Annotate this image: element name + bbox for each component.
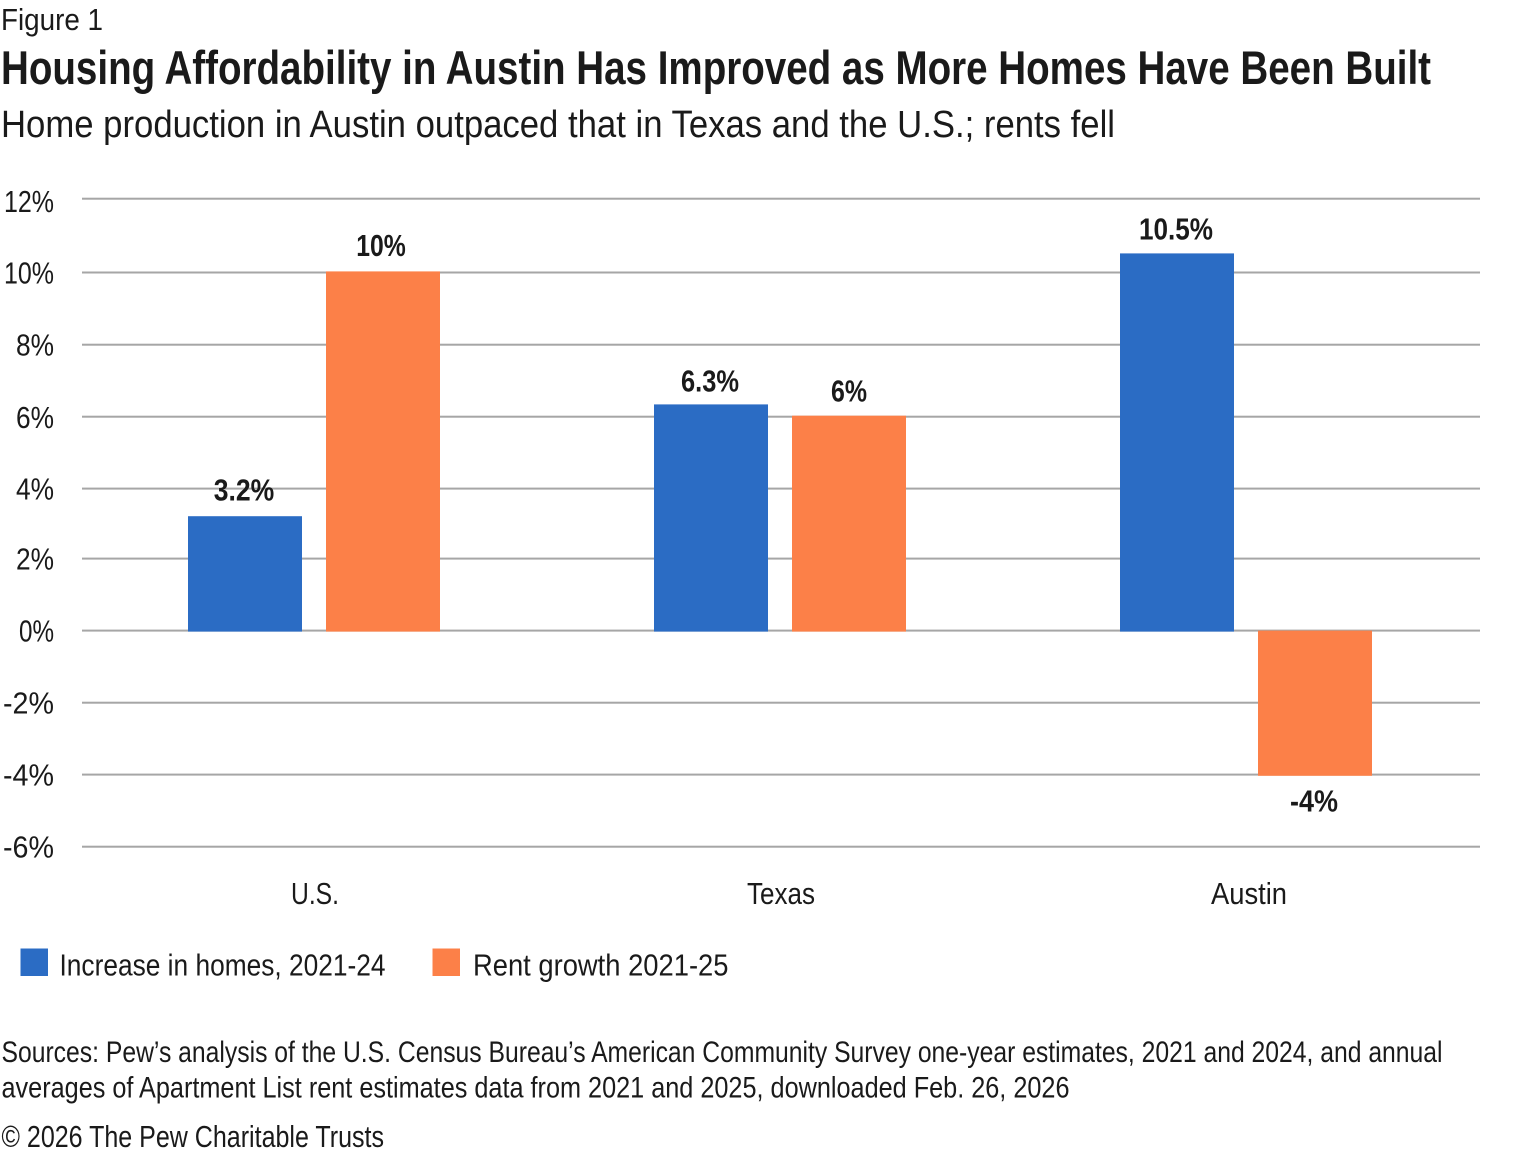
svg-text:Housing Affordability in Austi: Housing Affordability in Austin Has Impr…	[1, 41, 1431, 94]
svg-text:Rent growth 2021-25: Rent growth 2021-25	[473, 948, 729, 983]
svg-text:Texas: Texas	[747, 876, 815, 911]
svg-text:Home production in Austin outp: Home production in Austin outpaced that …	[1, 104, 1115, 146]
svg-text:6.3%: 6.3%	[681, 364, 739, 399]
svg-text:-2%: -2%	[3, 686, 54, 721]
svg-text:10%: 10%	[4, 256, 54, 291]
svg-text:© 2026 The Pew Charitable Trus: © 2026 The Pew Charitable Trusts	[2, 1119, 385, 1154]
svg-text:0%: 0%	[19, 613, 54, 648]
svg-text:-4%: -4%	[1290, 784, 1338, 819]
svg-text:6%: 6%	[831, 374, 867, 409]
svg-text:12%: 12%	[4, 184, 54, 219]
svg-text:-6%: -6%	[3, 830, 54, 865]
svg-text:3.2%: 3.2%	[214, 473, 275, 508]
svg-text:8%: 8%	[16, 328, 54, 363]
svg-text:2%: 2%	[16, 542, 54, 577]
svg-text:6%: 6%	[16, 400, 54, 435]
svg-text:U.S.: U.S.	[291, 876, 339, 911]
svg-text:-4%: -4%	[3, 758, 54, 793]
svg-text:4%: 4%	[16, 472, 54, 507]
svg-text:10.5%: 10.5%	[1139, 212, 1213, 247]
svg-text:Sources: Pew’s analysis of the: Sources: Pew’s analysis of the U.S. Cens…	[2, 1036, 1443, 1069]
svg-text:Austin: Austin	[1211, 876, 1287, 911]
svg-text:Increase in homes, 2021-24: Increase in homes, 2021-24	[60, 948, 386, 983]
svg-text:Figure 1: Figure 1	[1, 2, 103, 37]
svg-text:averages of Apartment List ren: averages of Apartment List rent estimate…	[2, 1072, 1070, 1105]
svg-text:10%: 10%	[356, 228, 406, 263]
